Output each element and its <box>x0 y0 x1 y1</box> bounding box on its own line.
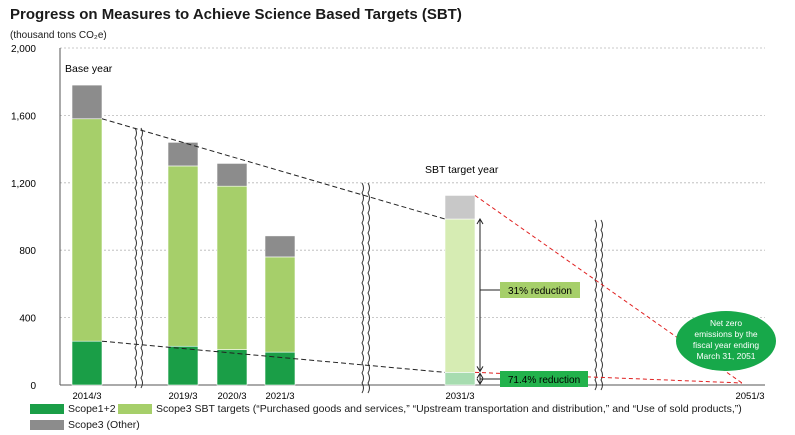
reduction-label-scope3: 31% reduction <box>508 286 572 297</box>
legend-label-scope3-sbt: Scope3 SBT targets (“Purchased goods and… <box>156 403 742 415</box>
net-zero-line-upper <box>474 195 743 384</box>
legend-swatch-scope3-sbt <box>118 404 152 414</box>
reduction-arrow-scope3-head-bottom <box>476 366 484 373</box>
bar-segment <box>216 185 248 350</box>
axis-break-mark <box>361 182 370 394</box>
chart-title: Progress on Measures to Achieve Science … <box>10 6 462 23</box>
bar-segment <box>71 340 103 386</box>
y-unit-label: (thousand tons CO₂e) <box>10 30 107 41</box>
reduction-arrow-scope12-head-bottom <box>476 378 484 385</box>
bar-segment <box>216 163 248 187</box>
axis-break-mark <box>594 219 603 391</box>
legend-scope12: Scope1+2 <box>30 403 116 415</box>
bar-segment <box>216 349 248 386</box>
x-tick-label: 2021/3 <box>265 391 294 402</box>
x-tick-label: 2020/3 <box>217 391 246 402</box>
bar-segment <box>71 118 103 342</box>
bar-segment <box>264 256 296 353</box>
y-tick-label: 800 <box>19 246 36 257</box>
net-zero-text-line: emissions by the <box>694 329 758 339</box>
y-tick-label: 2,000 <box>11 44 36 55</box>
net-zero-text-line: fiscal year ending <box>693 340 759 350</box>
net-zero-text-line: March 31, 2051 <box>696 351 755 361</box>
sbt-target-year-label: SBT target year <box>425 164 499 176</box>
x-tick-label: 2014/3 <box>72 391 101 402</box>
legend-swatch-scope3-other <box>30 420 64 430</box>
y-tick-label: 0 <box>30 381 36 392</box>
net-zero-text-line: Net zero <box>710 318 742 328</box>
reduction-label-scope12: 71.4% reduction <box>508 375 580 386</box>
y-tick-label: 400 <box>19 314 36 325</box>
trend-line-total <box>101 118 446 220</box>
reduction-box-scope3 <box>500 282 580 298</box>
bar-segment <box>444 195 476 220</box>
legend-swatch-scope12 <box>30 404 64 414</box>
bar-segment <box>167 142 199 167</box>
net-zero-badge <box>676 311 776 371</box>
x-tick-label: 2019/3 <box>168 391 197 402</box>
bar-segment <box>444 218 476 373</box>
base-year-label: Base year <box>65 63 113 75</box>
legend-scope3-other: Scope3 (Other) <box>30 419 140 431</box>
legend-scope3-sbt: Scope3 SBT targets (“Purchased goods and… <box>118 403 742 415</box>
reduction-box-scope12 <box>500 371 588 387</box>
x-tick-label: 2051/3 <box>735 391 764 402</box>
reduction-arrow-scope12-head-top <box>476 372 484 379</box>
bar-segment <box>167 165 199 347</box>
legend-label-scope12: Scope1+2 <box>68 403 116 415</box>
trend-line-scope12 <box>101 340 446 373</box>
bar-segment <box>444 372 476 386</box>
axis-break-mark <box>134 127 143 389</box>
reduction-arrow-scope3-head-top <box>476 218 484 225</box>
legend-label-scope3-other: Scope3 (Other) <box>68 419 140 431</box>
y-tick-label: 1,200 <box>11 179 36 190</box>
bar-segment <box>167 345 199 386</box>
x-tick-label: 2031/3 <box>445 391 474 402</box>
bar-segment <box>71 84 103 120</box>
bar-segment <box>264 235 296 258</box>
y-tick-label: 1,600 <box>11 111 36 122</box>
